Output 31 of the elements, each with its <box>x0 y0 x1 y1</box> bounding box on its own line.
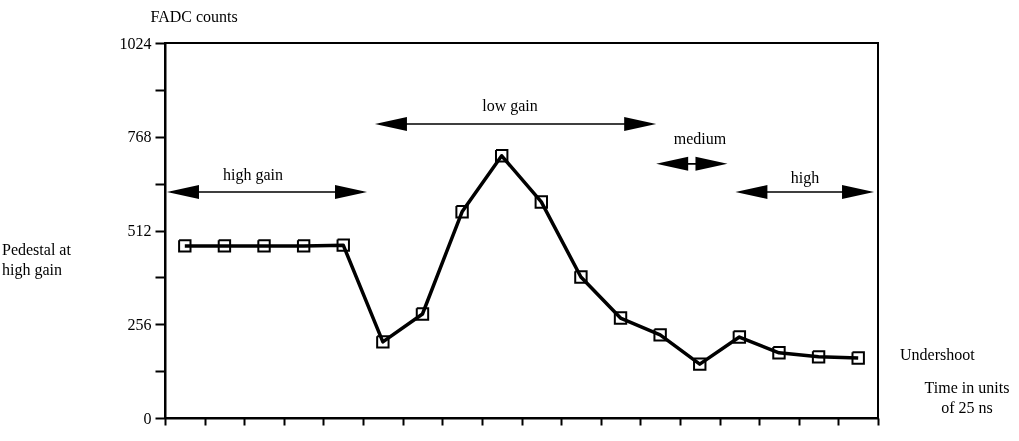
point <box>455 205 469 219</box>
point <box>494 149 509 163</box>
point <box>534 195 549 209</box>
point <box>811 350 826 364</box>
annotation: high gain <box>223 166 283 183</box>
point <box>732 330 747 344</box>
point <box>257 239 271 253</box>
y-tick-label: 512 <box>127 222 152 239</box>
point <box>693 357 707 371</box>
point <box>217 239 232 253</box>
annotation: high <box>790 169 820 186</box>
annotation: medium <box>673 130 727 147</box>
y-tick-label: 256 <box>127 315 152 333</box>
y-axis-title: FADC counts <box>150 7 238 25</box>
y-tick-label: 1024 <box>119 34 152 52</box>
point <box>653 328 667 342</box>
text: Pedestal at high gain <box>2 241 71 278</box>
annotation: low gain <box>482 97 538 114</box>
point <box>178 239 192 253</box>
point <box>772 346 786 360</box>
point <box>376 335 390 349</box>
point <box>613 311 628 325</box>
point <box>574 270 588 284</box>
text: Time in units of 25 ns <box>924 379 1010 416</box>
y-tick-label: 0 <box>143 409 152 427</box>
point <box>851 351 865 365</box>
point <box>296 239 311 253</box>
y-tick-label: 768 <box>127 128 152 146</box>
point <box>336 238 350 252</box>
text: Undershoot <box>900 346 975 363</box>
point <box>415 307 430 321</box>
